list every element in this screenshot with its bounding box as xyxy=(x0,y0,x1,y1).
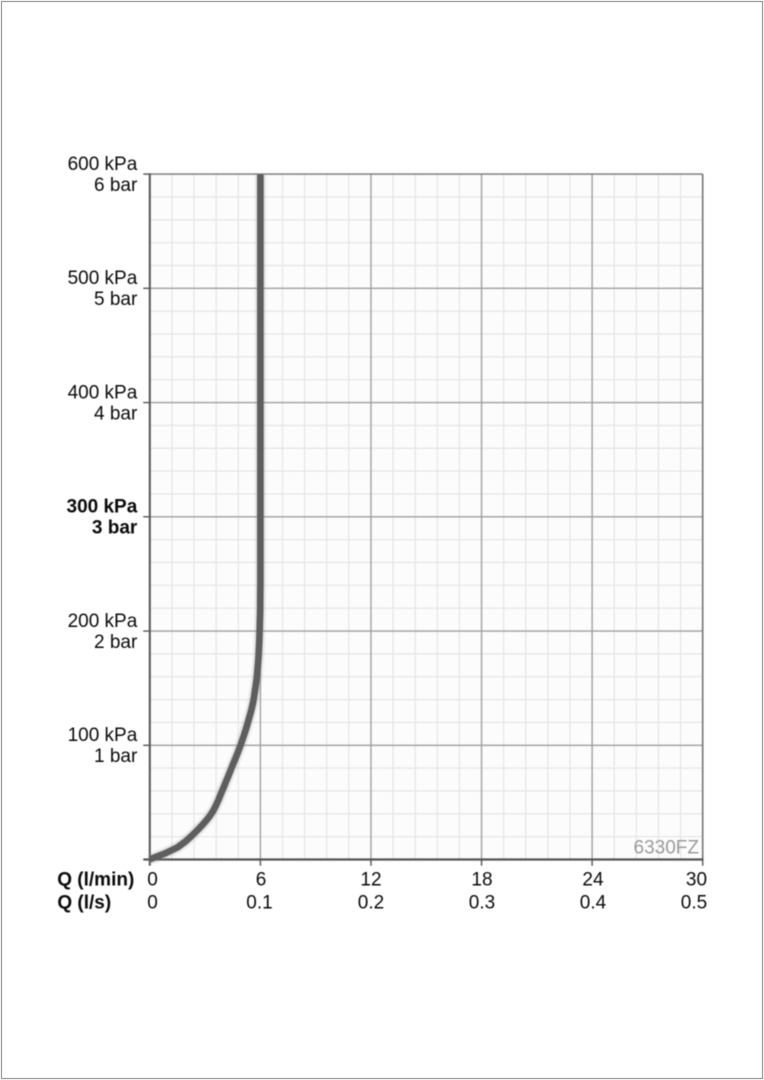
svg-text:24: 24 xyxy=(582,870,604,891)
svg-text:12: 12 xyxy=(360,870,381,891)
svg-text:18: 18 xyxy=(471,870,492,891)
svg-text:30: 30 xyxy=(686,870,707,891)
svg-text:6330FZ: 6330FZ xyxy=(634,838,700,859)
svg-text:300 kPa: 300 kPa xyxy=(67,497,138,518)
svg-text:Q (l/s): Q (l/s) xyxy=(57,893,111,914)
svg-text:6: 6 xyxy=(256,870,267,891)
svg-text:3 bar: 3 bar xyxy=(92,518,138,539)
svg-text:0: 0 xyxy=(147,893,158,914)
svg-text:0.5: 0.5 xyxy=(681,893,707,914)
svg-text:4 bar: 4 bar xyxy=(94,404,138,425)
svg-text:0.2: 0.2 xyxy=(358,893,384,914)
svg-text:0.4: 0.4 xyxy=(580,893,607,914)
svg-text:0.3: 0.3 xyxy=(469,893,495,914)
svg-text:0.1: 0.1 xyxy=(246,893,272,914)
svg-text:600 kPa: 600 kPa xyxy=(68,154,138,175)
svg-text:500 kPa: 500 kPa xyxy=(68,268,138,289)
svg-text:6 bar: 6 bar xyxy=(94,175,138,196)
svg-text:5 bar: 5 bar xyxy=(94,289,138,310)
svg-text:0: 0 xyxy=(147,870,158,891)
svg-text:200 kPa: 200 kPa xyxy=(68,611,138,632)
svg-text:2 bar: 2 bar xyxy=(94,632,138,653)
svg-text:1 bar: 1 bar xyxy=(94,746,138,767)
svg-text:Q (l/min): Q (l/min) xyxy=(57,870,134,891)
svg-text:100 kPa: 100 kPa xyxy=(68,725,138,746)
svg-text:400 kPa: 400 kPa xyxy=(68,382,138,403)
